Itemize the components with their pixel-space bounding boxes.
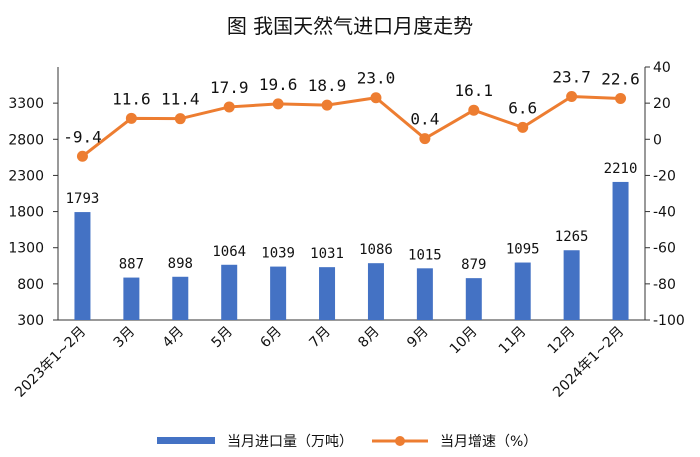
bar [74, 212, 91, 320]
line-point [174, 113, 186, 125]
legend-bar-swatch [157, 437, 215, 444]
line-point [419, 133, 431, 145]
line-point [615, 92, 627, 104]
growth-line [81, 94, 621, 158]
bar [465, 278, 482, 320]
line-data-label: 23.7 [552, 67, 591, 86]
x-tick-label: 11月 [496, 324, 530, 358]
line-data-label: 0.4 [410, 110, 439, 129]
right-tick-label: -60 [653, 241, 676, 257]
line-point [76, 150, 88, 162]
line-data-label: 18.9 [308, 76, 347, 95]
legend-line-label: 当月增速（%） [440, 434, 537, 450]
x-tick-label: 9月 [404, 324, 432, 352]
line-point [517, 121, 529, 133]
bar-data-label: 1793 [66, 191, 100, 207]
bar-data-label: 887 [119, 257, 144, 273]
x-tick-label: 10月 [447, 324, 481, 358]
left-axis-ticks: 300 800 1300 1800 2300 2800 3300 [8, 96, 58, 329]
line-point [370, 92, 382, 104]
x-tick-label: 5月 [209, 324, 237, 352]
bar [367, 263, 384, 320]
right-tick-label: -40 [653, 205, 676, 221]
bar-data-label: 898 [168, 256, 193, 272]
right-tick-label: -20 [653, 168, 676, 184]
right-tick-label: 20 [653, 96, 671, 112]
bar [416, 268, 433, 320]
right-axis-ticks: -100 -80 -60 -40 -20 0 20 40 [645, 60, 685, 329]
x-tick-label: 6月 [257, 324, 285, 352]
line-point [125, 112, 137, 124]
bar-data-label: 1031 [310, 246, 344, 262]
bar [612, 181, 629, 320]
left-tick-label: 2800 [8, 132, 44, 148]
line-point [468, 104, 480, 116]
x-tick-label: 4月 [160, 324, 188, 352]
line-data-label: 19.6 [259, 75, 298, 94]
left-tick-label: 1800 [8, 205, 44, 221]
bar [172, 276, 189, 320]
line-data-label: -9.4 [63, 127, 102, 146]
chart-title: 图 我国天然气进口月度走势 [227, 14, 473, 38]
bar [221, 264, 238, 320]
bar [563, 250, 580, 320]
x-axis-ticks: 2023年1~2月 3月 4月 5月 6月 7月 8月 9月 10月 11月 12月2024年1~2… [12, 324, 627, 401]
right-tick-label: 40 [653, 60, 671, 76]
right-tick-label: 0 [653, 132, 662, 148]
line-data-label: 22.6 [601, 69, 640, 88]
left-tick-label: 1300 [8, 241, 44, 257]
bar [319, 267, 336, 320]
line-point [272, 98, 284, 110]
line-series: -9.4 11.6 11.4 17.9 19.6 18.9 23.0 0.4 16.1 6.6 23… [63, 67, 640, 162]
line-data-label: 6.6 [508, 98, 537, 117]
x-tick-label: 12月 [545, 324, 579, 358]
line-point [321, 99, 333, 111]
bar-data-label: 1015 [408, 247, 442, 263]
bar-data-label: 2210 [604, 161, 638, 177]
legend-line-marker [395, 436, 405, 446]
bar-series: 1793 887 898 1064 1039 1031 1086 1015 879 1095 126… [66, 161, 638, 320]
left-tick-label: 300 [17, 313, 44, 329]
bar-data-label: 1064 [212, 244, 246, 260]
bar-data-label: 1086 [359, 242, 393, 258]
line-data-label: 16.1 [455, 81, 494, 100]
line-data-label: 11.6 [112, 89, 151, 108]
bar-data-label: 1265 [555, 229, 589, 245]
legend: 当月进口量（万吨） 当月增速（%） [157, 434, 537, 450]
bar-data-label: 879 [461, 257, 486, 273]
legend-bar-label: 当月进口量（万吨） [227, 434, 353, 450]
line-point [566, 90, 578, 102]
line-data-label: 11.4 [161, 90, 200, 109]
right-tick-label: -80 [653, 277, 676, 293]
x-tick-label: 8月 [355, 324, 383, 352]
bar [514, 262, 531, 320]
x-tick-label: 7月 [306, 324, 334, 352]
x-tick-label: 2023年1~2月 [12, 324, 89, 401]
right-tick-label: -100 [653, 313, 685, 329]
left-tick-label: 800 [17, 277, 44, 293]
bar-data-label: 1039 [261, 246, 295, 262]
bar-data-label: 1095 [506, 242, 540, 258]
line-point [223, 101, 235, 113]
left-tick-label: 3300 [8, 96, 44, 112]
x-tick-label: 3月 [111, 324, 139, 352]
bar [123, 277, 140, 320]
left-tick-label: 2300 [8, 168, 44, 184]
bar [270, 266, 287, 320]
line-data-label: 17.9 [210, 78, 249, 97]
line-data-label: 23.0 [357, 69, 396, 88]
